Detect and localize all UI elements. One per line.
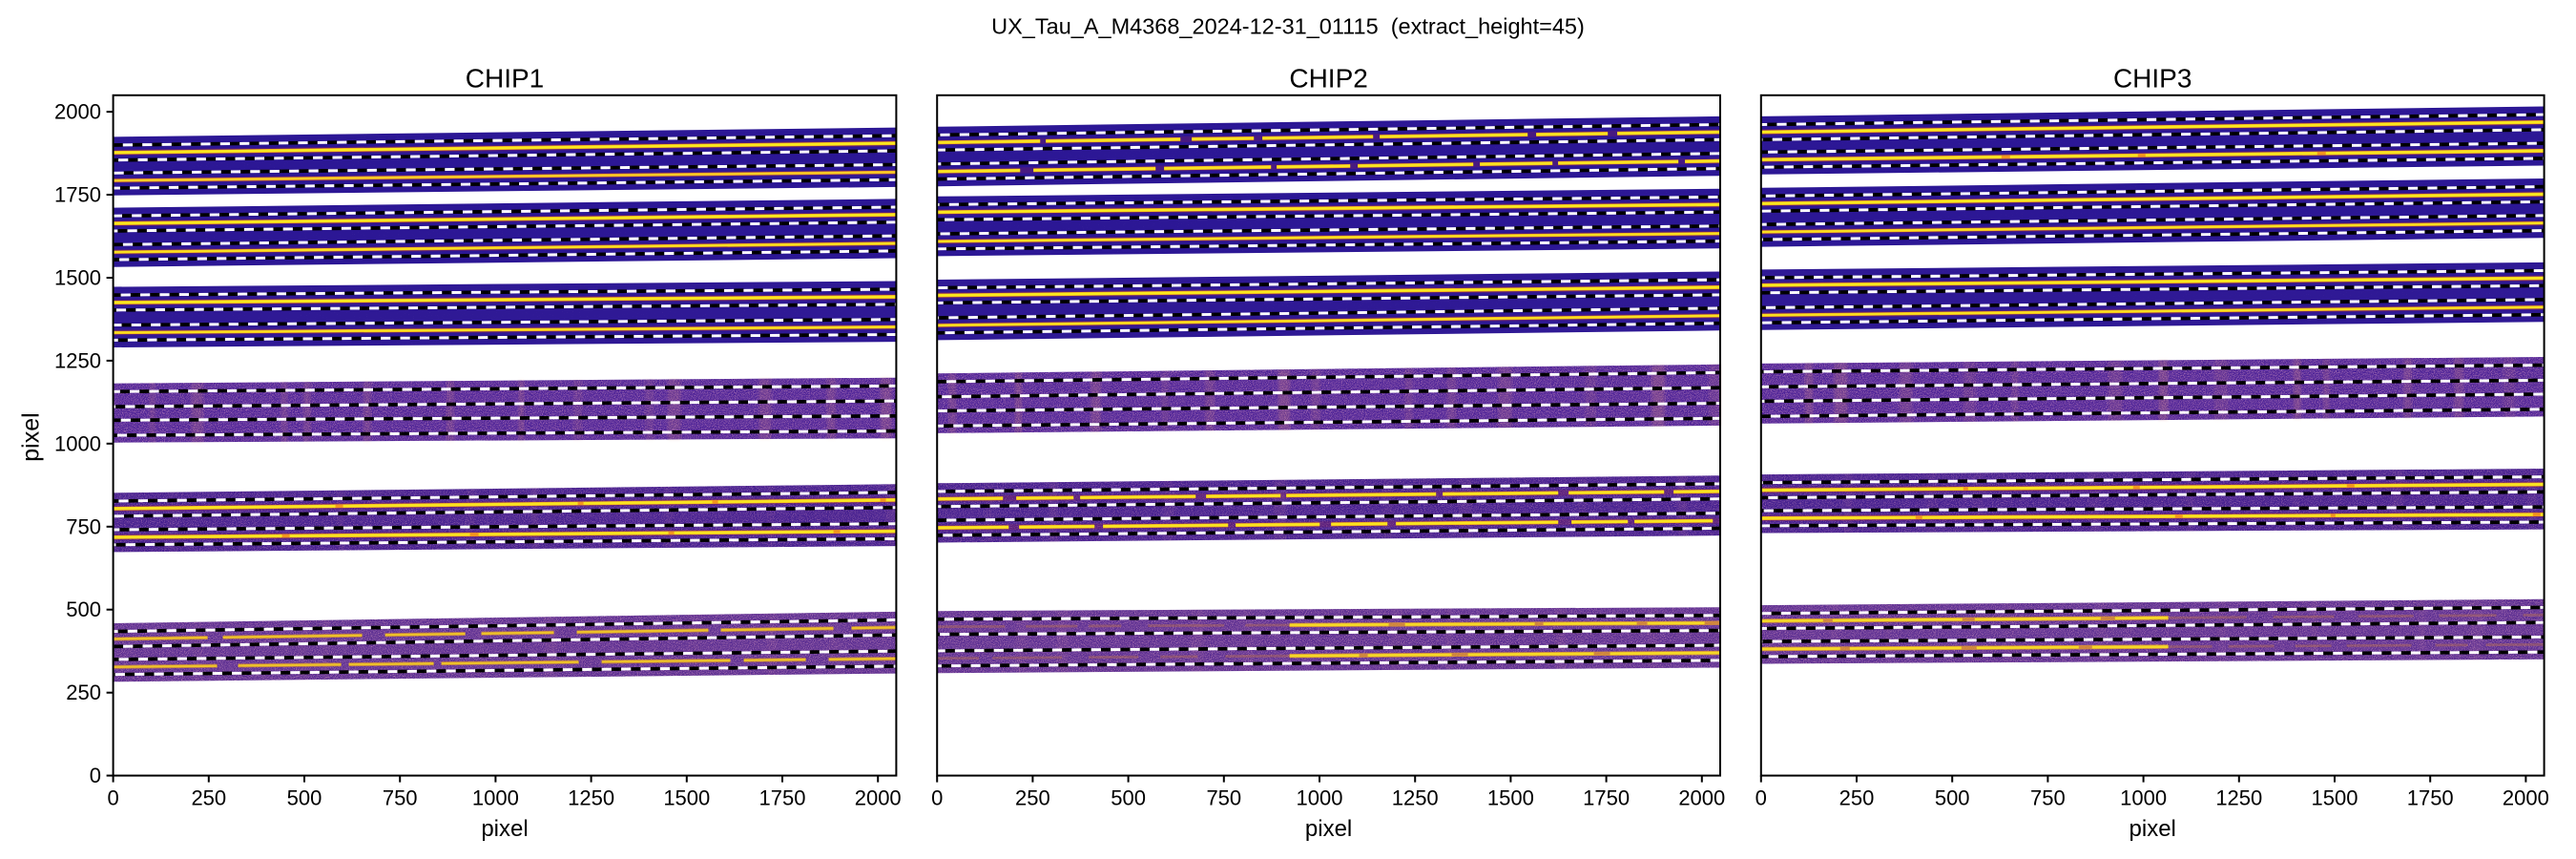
svg-text:UX_Tau_A_M4368_2024-12-31_0111: UX_Tau_A_M4368_2024-12-31_01115 (extract… — [991, 14, 1585, 39]
svg-text:1750: 1750 — [1583, 786, 1630, 810]
svg-text:0: 0 — [107, 786, 118, 810]
svg-text:pixel: pixel — [1305, 816, 1352, 842]
svg-text:pixel: pixel — [18, 412, 45, 461]
svg-text:250: 250 — [1839, 786, 1875, 810]
svg-text:1500: 1500 — [1487, 786, 1534, 810]
svg-text:750: 750 — [2030, 786, 2066, 810]
svg-text:750: 750 — [383, 786, 418, 810]
svg-text:0: 0 — [90, 764, 101, 787]
svg-text:1750: 1750 — [54, 183, 101, 207]
svg-text:1750: 1750 — [759, 786, 806, 810]
svg-text:1250: 1250 — [1392, 786, 1439, 810]
svg-text:1250: 1250 — [2215, 786, 2262, 810]
svg-text:500: 500 — [1111, 786, 1146, 810]
svg-text:250: 250 — [191, 786, 226, 810]
svg-text:2000: 2000 — [1678, 786, 1725, 810]
svg-text:CHIP2: CHIP2 — [1289, 64, 1367, 94]
svg-text:1500: 1500 — [2312, 786, 2358, 810]
svg-text:750: 750 — [1206, 786, 1241, 810]
svg-text:750: 750 — [66, 514, 101, 538]
svg-text:500: 500 — [1935, 786, 1970, 810]
svg-text:pixel: pixel — [481, 816, 528, 842]
svg-text:1500: 1500 — [663, 786, 710, 810]
svg-text:2000: 2000 — [2503, 786, 2549, 810]
svg-text:1000: 1000 — [1297, 786, 1343, 810]
svg-text:1500: 1500 — [54, 266, 101, 290]
svg-text:2000: 2000 — [855, 786, 902, 810]
svg-text:500: 500 — [66, 597, 101, 621]
svg-text:1000: 1000 — [472, 786, 519, 810]
svg-text:1000: 1000 — [2120, 786, 2167, 810]
svg-text:CHIP1: CHIP1 — [466, 64, 544, 94]
svg-text:2000: 2000 — [54, 100, 101, 124]
svg-text:250: 250 — [1015, 786, 1050, 810]
svg-text:CHIP3: CHIP3 — [2113, 64, 2192, 94]
svg-text:1250: 1250 — [568, 786, 614, 810]
svg-text:0: 0 — [931, 786, 943, 810]
svg-text:1000: 1000 — [54, 431, 101, 455]
svg-text:500: 500 — [287, 786, 322, 810]
svg-text:250: 250 — [66, 681, 101, 704]
svg-text:0: 0 — [1755, 786, 1767, 810]
svg-text:1750: 1750 — [2407, 786, 2454, 810]
svg-text:1250: 1250 — [54, 348, 101, 372]
svg-text:pixel: pixel — [2129, 816, 2176, 842]
